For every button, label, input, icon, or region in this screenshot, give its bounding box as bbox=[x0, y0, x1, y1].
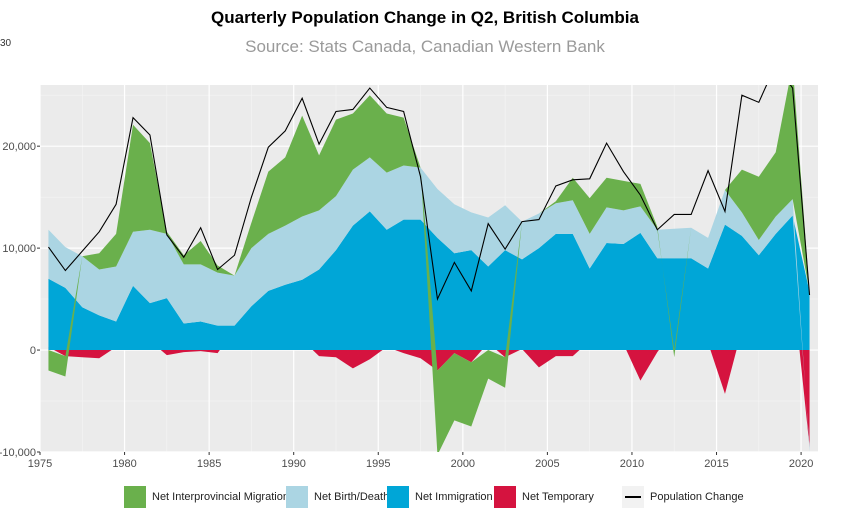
chart-title: Quarterly Population Change in Q2, Briti… bbox=[211, 8, 639, 27]
x-tick-label: 2010 bbox=[620, 458, 644, 470]
legend-key-immigration bbox=[387, 486, 409, 508]
x-tick-label: 1995 bbox=[366, 458, 390, 470]
x-tick-label: 1985 bbox=[197, 458, 221, 470]
legend-item-immigration: Net Immigration bbox=[387, 486, 493, 508]
series-layer bbox=[48, 85, 811, 452]
x-tick-label: 1990 bbox=[281, 458, 305, 470]
y-tick-label: -10,000 bbox=[0, 447, 36, 459]
y-tick-label: 0 bbox=[30, 345, 36, 357]
legend-label-immigration: Net Immigration bbox=[415, 491, 493, 503]
legend-label-birth-death: Net Birth/Death bbox=[314, 491, 390, 503]
x-tick-label: 1975 bbox=[28, 458, 52, 470]
legend-label-interprovincial: Net Interprovincial Migration bbox=[152, 491, 289, 503]
x-tick-label: 2015 bbox=[704, 458, 728, 470]
legend-key-temporary bbox=[494, 486, 516, 508]
clipped-tick-label: 30 bbox=[0, 38, 12, 49]
legend-label-population-change: Population Change bbox=[650, 491, 744, 503]
legend-key-interprovincial bbox=[124, 486, 146, 508]
legend-item-population-change: Population Change bbox=[622, 486, 744, 508]
chart-subtitle: Source: Stats Canada, Canadian Western B… bbox=[245, 37, 605, 56]
x-tick-label: 2020 bbox=[789, 458, 813, 470]
x-tick-label: 2005 bbox=[535, 458, 559, 470]
area-net-temporary bbox=[48, 272, 810, 447]
legend-item-interprovincial: Net Interprovincial Migration bbox=[124, 486, 289, 508]
legend-key-birth-death bbox=[286, 486, 308, 508]
chart-area: -10,000 0 10,000 20,000 1975 1980 1985 1990 1995… bbox=[0, 85, 818, 470]
y-tick-label: 20,000 bbox=[2, 141, 36, 153]
legend-label-temporary: Net Temporary bbox=[522, 491, 594, 503]
legend: Net Interprovincial Migration Net Birth/… bbox=[0, 486, 850, 512]
legend-item-temporary: Net Temporary bbox=[494, 486, 594, 508]
x-tick-label: 2000 bbox=[451, 458, 475, 470]
x-tick-label: 1980 bbox=[112, 458, 136, 470]
legend-key-population-change bbox=[622, 486, 644, 508]
y-tick-label: 10,000 bbox=[2, 243, 36, 255]
area-net-birth-death bbox=[48, 157, 810, 452]
line-population-change bbox=[48, 85, 811, 302]
legend-item-birth-death: Net Birth/Death bbox=[286, 486, 389, 508]
